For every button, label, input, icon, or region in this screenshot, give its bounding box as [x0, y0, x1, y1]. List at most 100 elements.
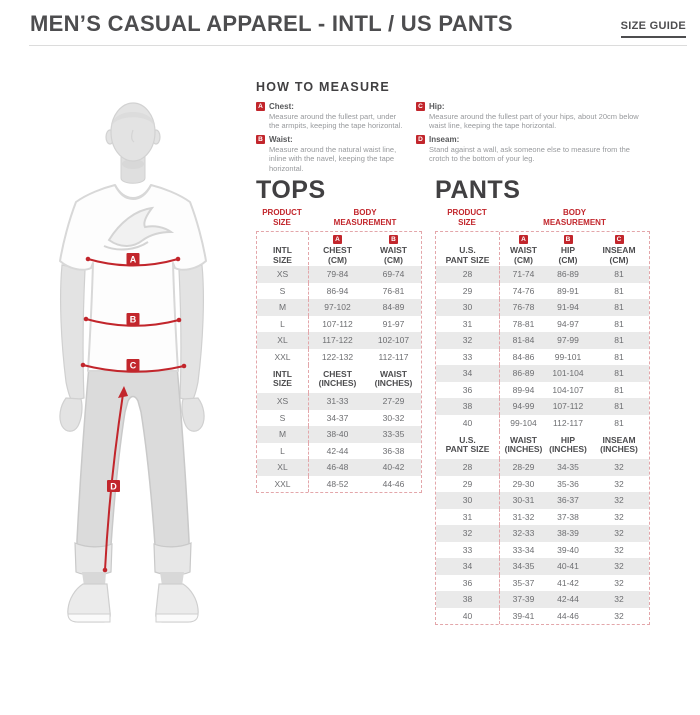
table-cell: 81	[614, 384, 624, 395]
table-cell: 39-41	[512, 610, 535, 621]
table-row: 29 29-30 35-36 32	[436, 475, 649, 493]
table-cell: 76-81	[382, 285, 405, 296]
pants-cm-rows: 28 71-74 86-89 81 29 74-76 89-91 81 30 76-78 91-94…	[436, 266, 649, 432]
table-row: XXL 48-52 44-46	[257, 475, 421, 493]
measure-name: Waist:	[269, 134, 293, 144]
tops-chest-inches-header: CHEST (INCHES)	[318, 368, 357, 389]
table-row: L 107-112 91-97	[257, 315, 421, 333]
male-figure-illustration: A B C	[59, 102, 207, 623]
tops-body-measurement-header: BODY MEASUREMENT	[333, 208, 397, 227]
figure-badge-d: D	[110, 482, 117, 492]
table-cell: 42-44	[326, 445, 349, 456]
figure-badge-b: B	[130, 315, 137, 325]
tops-cm-header-row: INTL SIZE A CHEST (CM) B WAIST (CM)	[257, 232, 421, 270]
table-cell: 71-74	[512, 269, 535, 280]
table-cell: 81	[614, 285, 624, 296]
tops-waist-inches-header: WAIST (INCHES)	[374, 368, 413, 389]
measure-description: Measure around the fullest part of your …	[429, 112, 639, 131]
table-cell: XL	[257, 332, 309, 349]
measure-line-chest: A	[85, 253, 181, 267]
table-row: 29 74-76 89-91 81	[436, 282, 649, 300]
table-cell: 94-97	[557, 318, 579, 329]
pants-size-column-header: U.S. PANT SIZE	[436, 431, 500, 460]
table-cell: 36	[436, 574, 500, 592]
table-cell: 39-40	[557, 544, 579, 555]
table-cell: 97-102	[324, 302, 351, 313]
table-cell: 35-36	[557, 478, 579, 489]
tops-product-size-header: PRODUCT SIZE	[262, 208, 302, 227]
pants-size-table: U.S. PANT SIZE A WAIST (CM) B HIP (CM) C…	[435, 231, 650, 626]
table-row: 30 76-78 91-94 81	[436, 299, 649, 316]
measure-line-waist: B	[83, 313, 182, 327]
table-cell: 94-99	[512, 401, 535, 412]
measure-item-hip: C Hip: Measure around the fullest part o…	[416, 102, 646, 131]
measure-name: Hip:	[429, 102, 445, 111]
table-cell: 81	[614, 302, 624, 313]
measure-badge-b: B	[256, 134, 265, 144]
table-cell: M	[257, 426, 309, 443]
table-row: 40 99-104 112-117 81	[436, 414, 649, 432]
table-cell: XXL	[257, 348, 309, 366]
figure-arms	[59, 264, 205, 432]
measure-name: Chest:	[269, 102, 294, 111]
table-cell: 32	[614, 561, 624, 572]
table-row: 40 39-41 44-46 32	[436, 607, 649, 625]
table-cell: 46-48	[326, 462, 349, 473]
table-cell: 32	[614, 610, 624, 621]
table-row: 31 78-81 94-97 81	[436, 315, 649, 333]
table-cell: 91-94	[557, 302, 579, 313]
table-cell: 41-42	[557, 577, 579, 588]
brand-logo-graphic	[103, 206, 175, 251]
table-cell: 40-42	[382, 462, 405, 473]
tops-cm-rows: XS 79-84 69-74 S 86-94 76-81 M 97-102 84-89 L 107-…	[257, 266, 421, 366]
table-cell: 32	[436, 525, 500, 542]
table-cell: 33-35	[382, 429, 405, 440]
table-row: XXL 122-132 112-117	[257, 348, 421, 366]
table-row: XS 31-33 27-29	[257, 393, 421, 410]
pants-inches-rows: 28 28-29 34-35 32 29 29-30 35-36 32 30 30-31 36-37…	[436, 459, 649, 625]
table-row: 33 84-86 99-101 81	[436, 348, 649, 366]
table-cell: 91-97	[382, 318, 405, 329]
table-cell: 38-40	[326, 429, 349, 440]
table-cell: 38-39	[557, 528, 579, 539]
table-cell: 107-112	[322, 318, 353, 329]
tops-inches-header-row: INTL SIZE CHEST (INCHES) WAIST (INCHES)	[257, 365, 421, 394]
table-cell: 34	[436, 365, 500, 382]
table-cell: 34	[436, 558, 500, 575]
measure-name: Inseam:	[429, 134, 460, 144]
table-cell: 34-37	[326, 412, 349, 423]
table-cell: 40	[436, 414, 500, 432]
table-cell: 38	[436, 591, 500, 608]
figure-badge-c: C	[130, 361, 137, 371]
table-cell: S	[257, 409, 309, 427]
tops-title: TOPS	[256, 176, 326, 204]
measure-line-inseam: D	[102, 386, 128, 573]
table-row: 34 34-35 40-41 32	[436, 558, 649, 575]
table-cell: 30	[436, 492, 500, 509]
table-cell: 84-89	[382, 302, 405, 313]
table-cell: 34-35	[557, 462, 579, 473]
table-cell: XXL	[257, 475, 309, 493]
table-cell: 112-117	[553, 417, 583, 428]
table-cell: 36-38	[382, 445, 405, 456]
table-cell: 34-35	[512, 561, 535, 572]
table-cell: 29	[436, 475, 500, 493]
table-cell: 81	[614, 368, 624, 379]
table-cell: 84-86	[512, 351, 535, 362]
tops-chest-cm-header: A CHEST (CM)	[323, 235, 352, 265]
pants-hip-inches-header: HIP (INCHES)	[549, 434, 587, 455]
table-cell: 97-99	[557, 335, 579, 346]
table-cell: 112-117	[378, 351, 409, 362]
column-badge-b: B	[389, 235, 398, 245]
measure-item-chest: A Chest: Measure around the fullest part…	[256, 102, 406, 131]
table-row: M 97-102 84-89	[257, 299, 421, 316]
table-cell: 30-31	[512, 495, 535, 506]
table-cell: 42-44	[557, 594, 579, 605]
table-row: S 86-94 76-81	[257, 282, 421, 300]
table-cell: 31	[436, 315, 500, 333]
size-guide-link[interactable]: SIZE GUIDE	[620, 20, 686, 38]
table-cell: 33	[436, 541, 500, 559]
pants-hip-cm-header: B HIP (CM)	[558, 235, 578, 265]
table-cell: 37-38	[557, 511, 579, 522]
table-cell: 28	[436, 266, 500, 283]
